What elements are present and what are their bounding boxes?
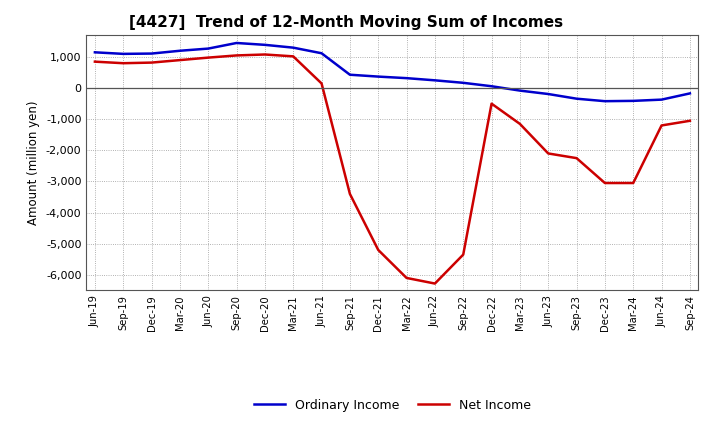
Ordinary Income	[544, 92, 552, 97]
Net Income	[544, 151, 552, 156]
Ordinary Income	[459, 80, 467, 85]
Ordinary Income	[346, 72, 354, 77]
Ordinary Income	[629, 98, 637, 103]
Net Income	[487, 101, 496, 106]
Ordinary Income	[402, 76, 411, 81]
Ordinary Income	[600, 99, 609, 104]
Net Income	[91, 59, 99, 64]
Net Income	[148, 60, 156, 65]
Ordinary Income	[233, 40, 241, 46]
Ordinary Income	[91, 50, 99, 55]
Ordinary Income	[685, 91, 694, 96]
Ordinary Income	[261, 42, 269, 48]
Net Income	[374, 247, 382, 253]
Net Income	[402, 275, 411, 281]
Ordinary Income	[657, 97, 666, 102]
Ordinary Income	[516, 88, 524, 93]
Y-axis label: Amount (million yen): Amount (million yen)	[27, 101, 40, 225]
Ordinary Income	[318, 51, 326, 56]
Net Income	[261, 52, 269, 57]
Ordinary Income	[148, 51, 156, 56]
Net Income	[346, 191, 354, 197]
Net Income	[600, 180, 609, 186]
Ordinary Income	[431, 78, 439, 83]
Line: Net Income: Net Income	[95, 55, 690, 283]
Ordinary Income	[289, 45, 297, 50]
Legend: Ordinary Income, Net Income: Ordinary Income, Net Income	[248, 394, 536, 417]
Line: Ordinary Income: Ordinary Income	[95, 43, 690, 101]
Net Income	[119, 61, 127, 66]
Net Income	[459, 252, 467, 257]
Net Income	[204, 55, 212, 60]
Net Income	[629, 180, 637, 186]
Net Income	[516, 121, 524, 127]
Ordinary Income	[487, 84, 496, 89]
Net Income	[289, 54, 297, 59]
Ordinary Income	[572, 96, 581, 101]
Net Income	[233, 53, 241, 58]
Net Income	[318, 81, 326, 86]
Ordinary Income	[374, 74, 382, 79]
Ordinary Income	[176, 48, 184, 53]
Net Income	[572, 155, 581, 161]
Ordinary Income	[204, 46, 212, 51]
Text: [4427]  Trend of 12-Month Moving Sum of Incomes: [4427] Trend of 12-Month Moving Sum of I…	[130, 15, 563, 30]
Net Income	[657, 123, 666, 128]
Net Income	[685, 118, 694, 124]
Net Income	[431, 281, 439, 286]
Net Income	[176, 58, 184, 63]
Ordinary Income	[119, 51, 127, 56]
